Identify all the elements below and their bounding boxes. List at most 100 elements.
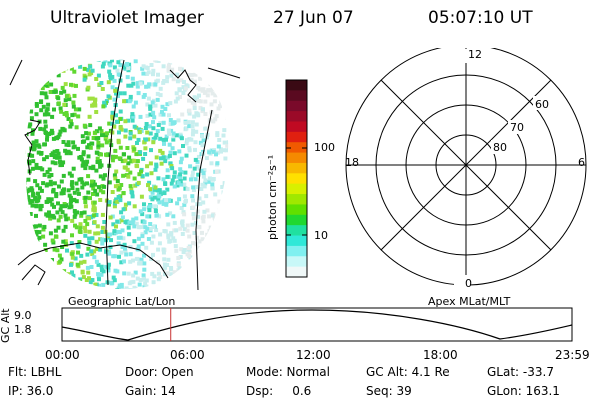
emission-pixel xyxy=(119,218,124,223)
emission-pixel xyxy=(31,192,36,197)
emission-pixel xyxy=(29,186,34,191)
emission-pixel xyxy=(193,79,197,84)
emission-pixel xyxy=(131,258,135,263)
emission-pixel xyxy=(49,82,54,87)
emission-pixel xyxy=(84,131,89,136)
emission-pixel xyxy=(86,154,91,159)
emission-pixel xyxy=(157,194,162,199)
emission-pixel xyxy=(64,94,69,99)
emission-pixel xyxy=(144,84,149,89)
emission-pixel xyxy=(186,275,191,280)
emission-pixel xyxy=(152,274,157,279)
emission-pixel xyxy=(105,131,110,136)
emission-pixel xyxy=(96,143,101,148)
emission-pixel xyxy=(206,75,211,80)
emission-pixel xyxy=(165,212,170,217)
emission-pixel xyxy=(201,138,206,143)
colorbar-band xyxy=(286,80,307,91)
emission-pixel xyxy=(125,75,130,80)
emission-pixel xyxy=(102,220,107,224)
emission-pixel xyxy=(208,88,213,93)
emission-pixel xyxy=(144,122,149,126)
emission-pixel xyxy=(61,59,66,61)
emission-pixel xyxy=(216,106,221,111)
emission-pixel xyxy=(183,186,188,191)
emission-pixel xyxy=(172,270,177,275)
emission-pixel xyxy=(218,147,223,152)
emission-pixel xyxy=(222,128,227,133)
emission-pixel xyxy=(182,282,186,287)
emission-pixel xyxy=(42,157,47,162)
emission-pixel xyxy=(203,181,208,186)
emission-pixel xyxy=(95,224,100,229)
emission-pixel xyxy=(110,116,115,121)
mlt-label-18: 18 xyxy=(345,156,359,169)
emission-pixel xyxy=(63,224,68,229)
emission-pixel xyxy=(209,257,214,262)
emission-pixel xyxy=(69,173,74,178)
emission-pixel xyxy=(132,134,137,139)
emission-pixel xyxy=(112,173,117,178)
emission-pixel xyxy=(137,127,142,132)
emission-pixel xyxy=(205,279,209,284)
emission-pixel xyxy=(233,186,237,190)
emission-pixel xyxy=(176,181,181,186)
emission-pixel xyxy=(197,196,202,201)
colorbar-band xyxy=(286,194,307,206)
emission-pixel xyxy=(115,119,119,124)
emission-pixel xyxy=(193,278,198,283)
emission-pixel xyxy=(91,136,96,140)
emission-pixel xyxy=(209,102,214,107)
emission-pixel xyxy=(110,59,114,63)
emission-pixel xyxy=(232,197,236,201)
emission-pixel xyxy=(168,282,173,287)
emission-pixel xyxy=(111,275,116,280)
emission-pixel xyxy=(110,121,115,126)
emission-pixel xyxy=(233,114,237,118)
emission-pixel xyxy=(176,262,181,267)
emission-pixel xyxy=(46,264,51,269)
emission-pixel xyxy=(118,109,123,114)
emission-pixel xyxy=(160,150,165,155)
emission-pixel xyxy=(179,182,184,187)
instrument-title: Ultraviolet Imager xyxy=(50,8,204,28)
emission-pixel xyxy=(93,231,98,236)
emission-pixel xyxy=(191,198,195,203)
emission-pixel xyxy=(124,286,129,289)
emission-pixel xyxy=(151,187,156,192)
emission-pixel xyxy=(104,140,109,145)
emission-pixel xyxy=(86,270,91,275)
emission-pixel xyxy=(142,207,147,212)
emission-pixel xyxy=(118,145,123,150)
emission-pixel xyxy=(155,78,160,83)
emission-pixel xyxy=(94,213,99,217)
emission-pixel xyxy=(151,68,156,73)
emission-pixel xyxy=(154,155,159,160)
emission-pixel xyxy=(231,103,235,107)
emission-pixel xyxy=(143,152,148,156)
emission-pixel xyxy=(29,116,34,121)
emission-pixel xyxy=(67,193,72,198)
emission-pixel xyxy=(87,96,92,101)
emission-pixel xyxy=(107,180,112,185)
emission-pixel xyxy=(117,156,122,161)
emission-pixel xyxy=(148,112,153,117)
emission-pixel xyxy=(115,219,120,224)
emission-pixel xyxy=(182,227,187,232)
emission-pixel xyxy=(203,126,208,131)
emission-pixel xyxy=(112,201,117,206)
emission-pixel xyxy=(177,197,182,202)
emission-pixel xyxy=(37,274,42,279)
emission-pixel xyxy=(170,67,175,72)
emission-pixel xyxy=(217,65,221,70)
emission-pixel xyxy=(99,152,103,157)
emission-pixel xyxy=(27,159,31,164)
emission-pixel xyxy=(154,228,159,232)
emission-pixel xyxy=(131,81,136,86)
emission-pixel xyxy=(43,74,48,79)
emission-pixel xyxy=(114,91,118,96)
emission-pixel xyxy=(77,240,82,244)
emission-pixel xyxy=(113,88,118,93)
emission-pixel xyxy=(128,288,133,289)
emission-pixel xyxy=(234,169,238,173)
